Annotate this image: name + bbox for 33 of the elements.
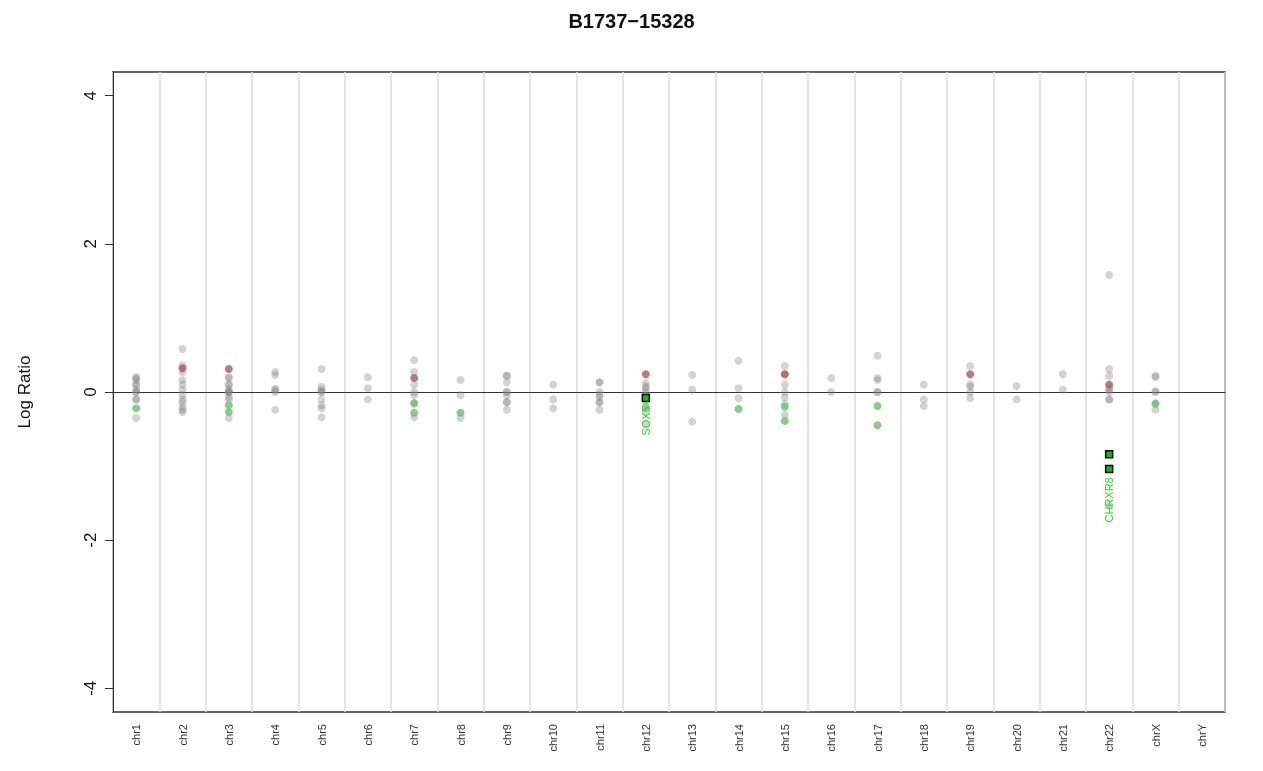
x-tick-label: chr16: [825, 724, 838, 752]
y-axis-title: Log Ratio: [15, 355, 34, 429]
x-tick-label: chr9: [500, 724, 513, 746]
x-tick-label: chr5: [315, 724, 328, 746]
x-tick-label: chr1: [130, 724, 143, 746]
y-tick-label: -2: [81, 532, 100, 548]
x-tick-label: chrY: [1195, 723, 1208, 747]
x-tick-label: chr2: [176, 724, 189, 746]
y-tick-label: -4: [81, 680, 100, 696]
x-tick-label: chr21: [1056, 724, 1069, 752]
x-tick-label: chr8: [454, 724, 467, 746]
x-tick-label: chr20: [1010, 724, 1023, 752]
x-tick-label: chr4: [269, 724, 282, 746]
x-tick-label: chr22: [1103, 724, 1116, 752]
x-tick-label: chr3: [222, 724, 235, 746]
x-tick-label: chr18: [917, 724, 930, 752]
x-tick-label: chr13: [686, 724, 699, 752]
x-tick-label: chr19: [964, 724, 977, 752]
x-tick-label: chr6: [361, 724, 374, 746]
x-tick-label: chr17: [871, 724, 884, 752]
x-tick-label: chr7: [408, 724, 421, 746]
x-tick-label: chr10: [547, 724, 560, 752]
y-tick-label: 2: [81, 239, 100, 249]
x-tick-label: chr14: [732, 724, 745, 752]
x-tick-label: chr15: [778, 724, 791, 752]
x-tick-label: chrX: [1149, 723, 1162, 747]
x-tick-label: chr12: [639, 724, 652, 752]
data-label: CHRXR8: [1103, 477, 1116, 523]
data-label: SOX5: [639, 406, 652, 436]
y-tick-label: 4: [81, 90, 100, 101]
y-tick-label: 0: [81, 387, 100, 397]
chart-title: B1737−15328: [568, 10, 695, 32]
x-tick-label: chr11: [593, 724, 606, 751]
